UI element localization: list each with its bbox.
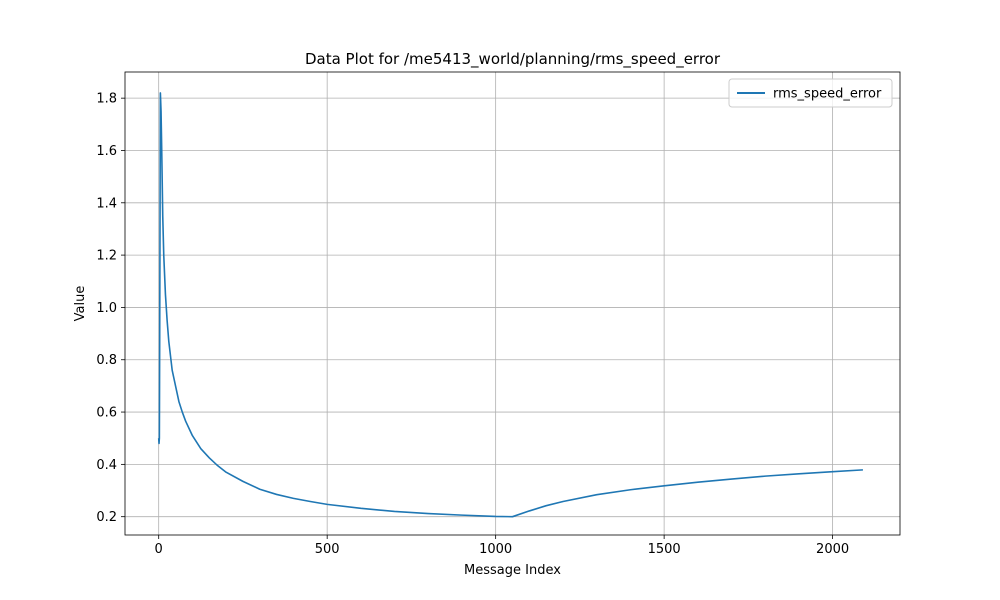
series-line-0 — [157, 92, 863, 518]
legend-box — [728, 78, 893, 108]
y-tick-label-7: 1.6 — [96, 144, 117, 159]
x-axis: 0 500 1000 1500 2000 — [155, 535, 849, 557]
chart-title: Data Plot for /me5413_world/planning/rms… — [305, 50, 721, 69]
plot-area — [157, 92, 863, 518]
y-axis-label: Value — [73, 286, 88, 322]
x-tick-label-4: 2000 — [816, 542, 849, 557]
y-tick-label-1: 0.4 — [96, 458, 117, 473]
x-tick-label-3: 1500 — [648, 542, 681, 557]
y-tick-label-8: 1.8 — [96, 92, 117, 107]
y-axis: 0.2 0.4 0.6 0.8 1.0 1.2 1.4 1.6 1.8 — [96, 92, 125, 525]
y-tick-label-6: 1.4 — [96, 196, 117, 211]
x-axis-label: Message Index — [464, 563, 561, 578]
plot-frame — [124, 71, 901, 536]
x-tick-label-2: 1000 — [479, 542, 512, 557]
legend-label: rms_speed_error — [773, 87, 882, 102]
y-tick-label-3: 0.8 — [96, 353, 117, 368]
legend: rms_speed_error — [728, 78, 893, 108]
y-tick-label-5: 1.2 — [96, 249, 117, 264]
x-tick-label-0: 0 — [155, 542, 163, 557]
y-tick-label-0: 0.2 — [96, 510, 117, 525]
y-tick-label-2: 0.6 — [96, 406, 117, 421]
grid — [125, 72, 900, 535]
x-tick-label-1: 500 — [315, 542, 340, 557]
y-tick-label-4: 1.0 — [96, 301, 117, 316]
